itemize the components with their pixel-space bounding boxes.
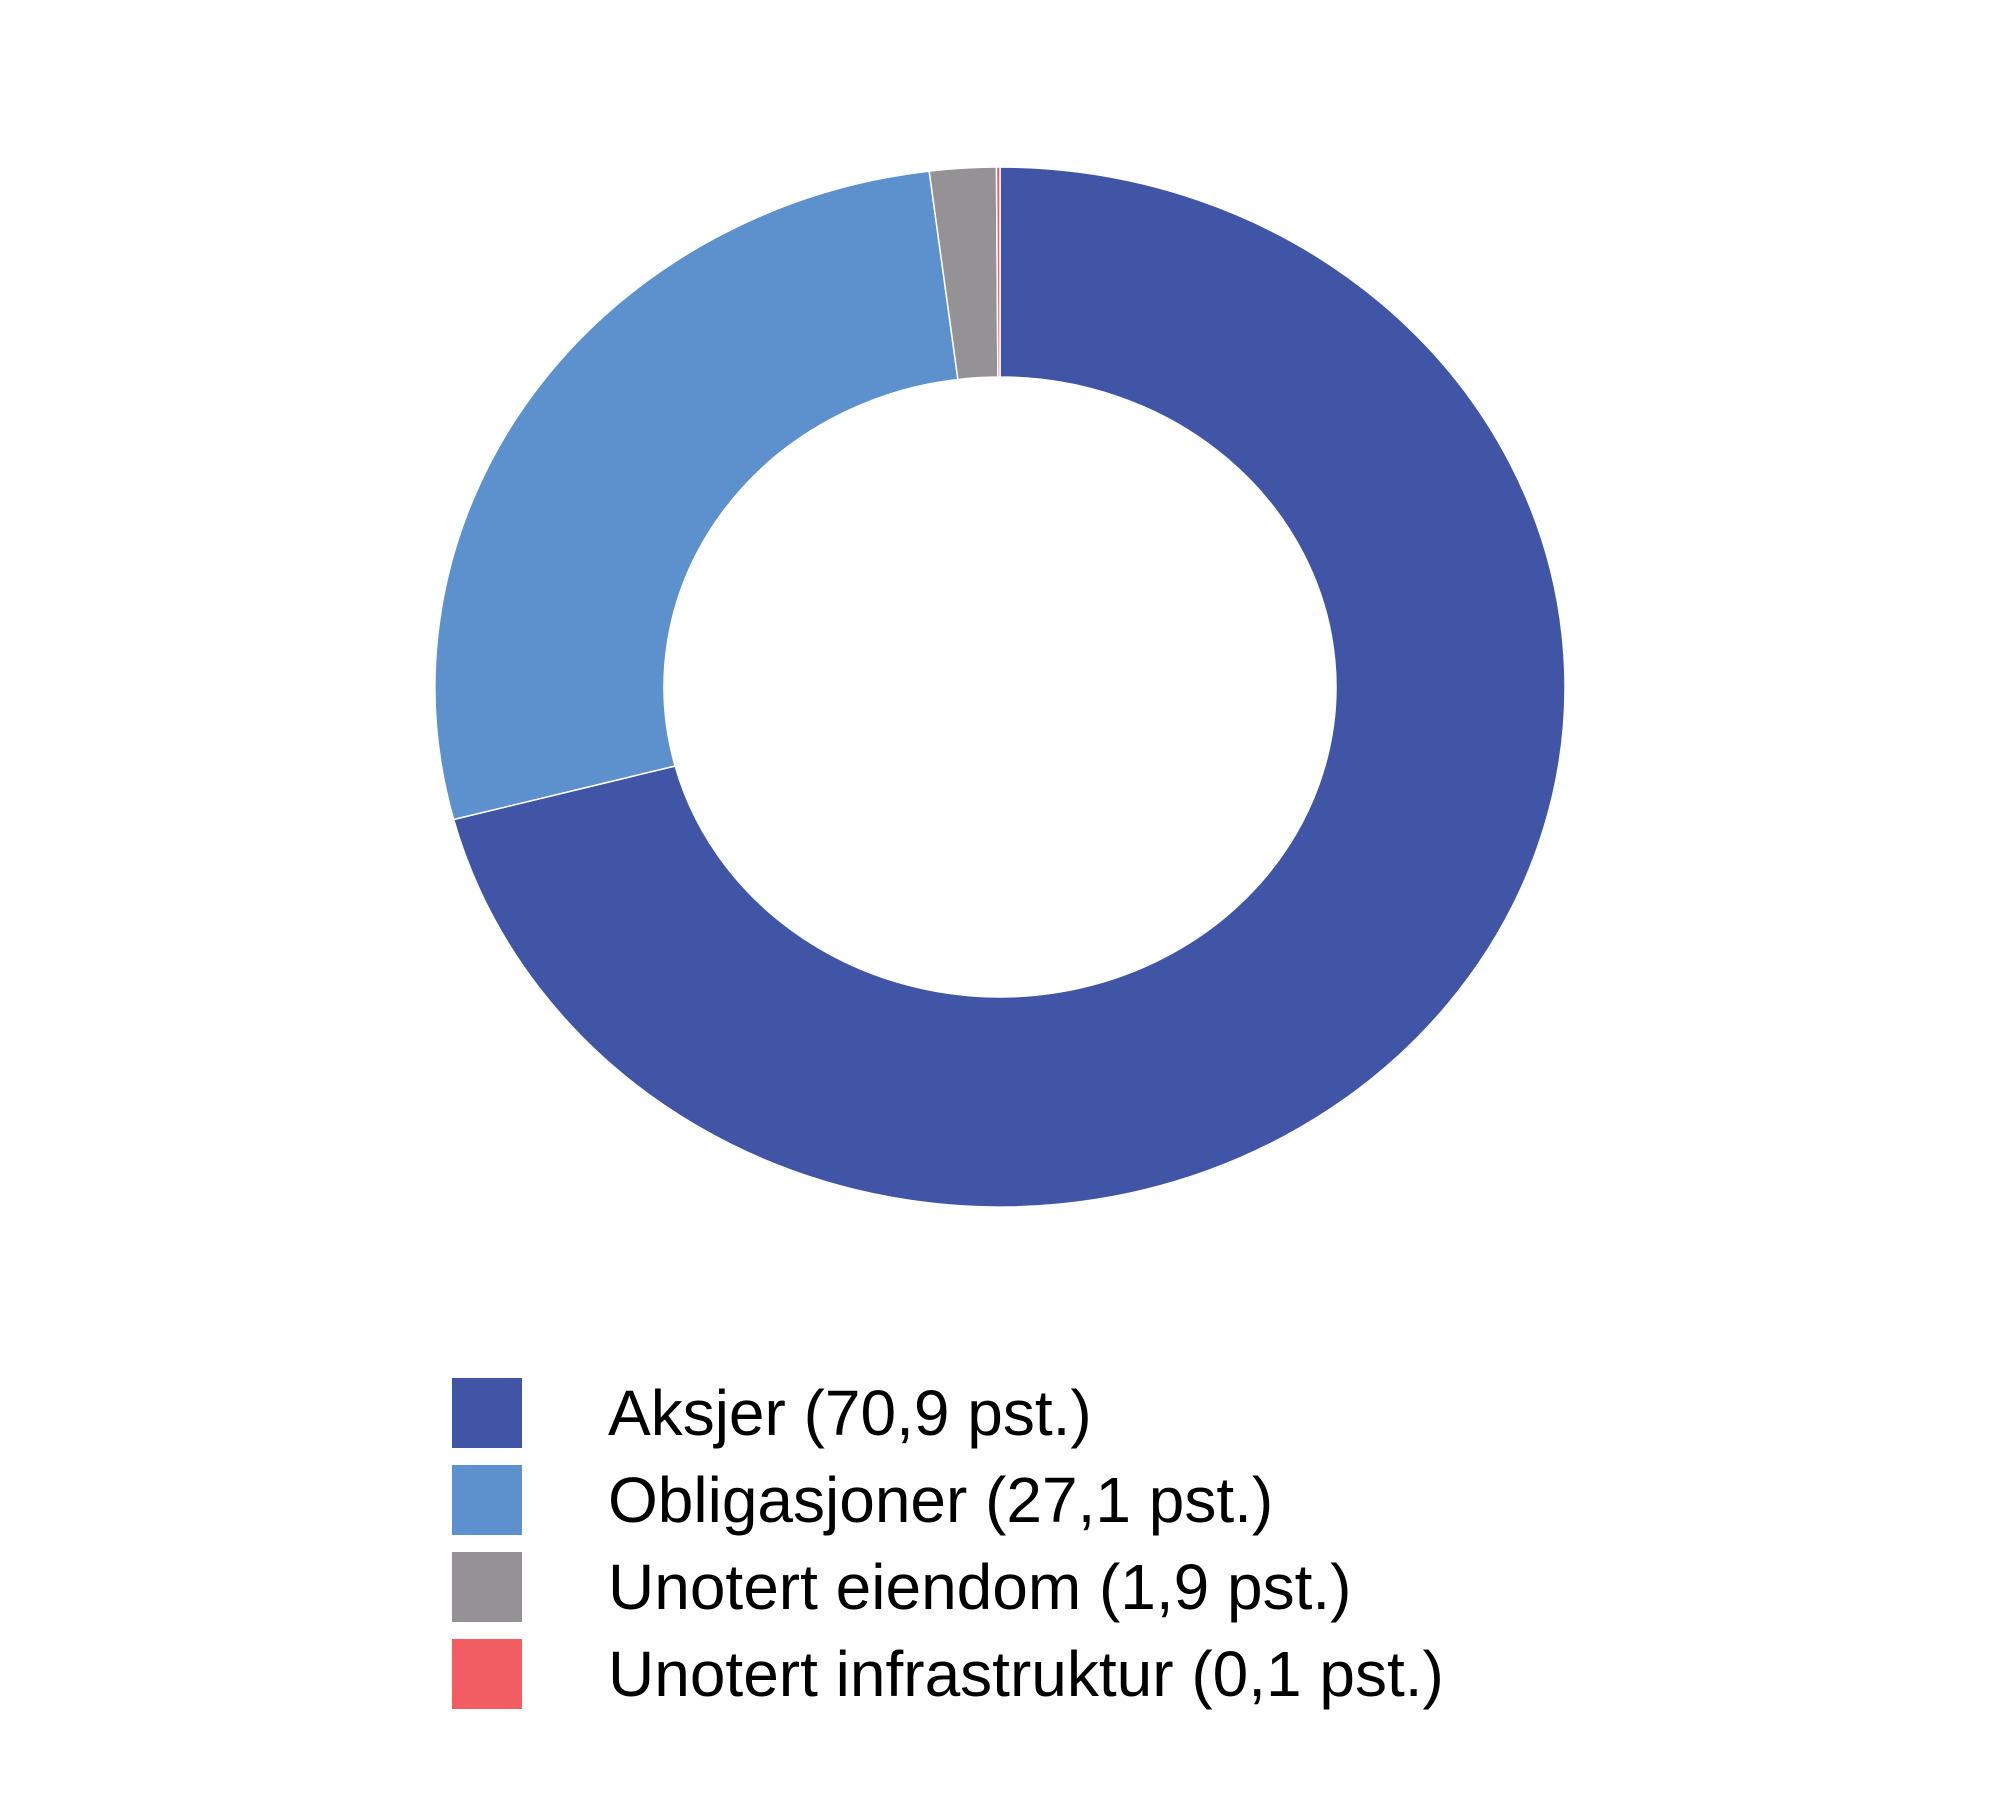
donut-slices bbox=[434, 166, 1566, 1208]
donut-slice-aksjer bbox=[452, 166, 1566, 1208]
legend-item-aksjer: Aksjer (70,9 pst.) bbox=[452, 1378, 1444, 1448]
legend-swatch-obligasjoner bbox=[452, 1465, 522, 1535]
legend: Aksjer (70,9 pst.) Obligasjoner (27,1 ps… bbox=[452, 1378, 1444, 1726]
legend-item-unotert-infrastruktur: Unotert infrastruktur (0,1 pst.) bbox=[452, 1639, 1444, 1709]
legend-label-unotert-eiendom: Unotert eiendom (1,9 pst.) bbox=[608, 1551, 1352, 1623]
legend-label-obligasjoner: Obligasjoner (27,1 pst.) bbox=[608, 1464, 1274, 1536]
legend-item-unotert-eiendom: Unotert eiendom (1,9 pst.) bbox=[452, 1552, 1444, 1622]
donut-slice-obligasjoner bbox=[434, 170, 959, 821]
legend-item-obligasjoner: Obligasjoner (27,1 pst.) bbox=[452, 1465, 1444, 1535]
legend-label-aksjer: Aksjer (70,9 pst.) bbox=[608, 1377, 1092, 1449]
legend-swatch-unotert-infrastruktur bbox=[452, 1639, 522, 1709]
legend-swatch-unotert-eiendom bbox=[452, 1552, 522, 1622]
legend-swatch-aksjer bbox=[452, 1378, 522, 1448]
donut-slice-unotert-infrastruktur bbox=[995, 166, 1001, 378]
legend-label-unotert-infrastruktur: Unotert infrastruktur (0,1 pst.) bbox=[608, 1638, 1444, 1710]
